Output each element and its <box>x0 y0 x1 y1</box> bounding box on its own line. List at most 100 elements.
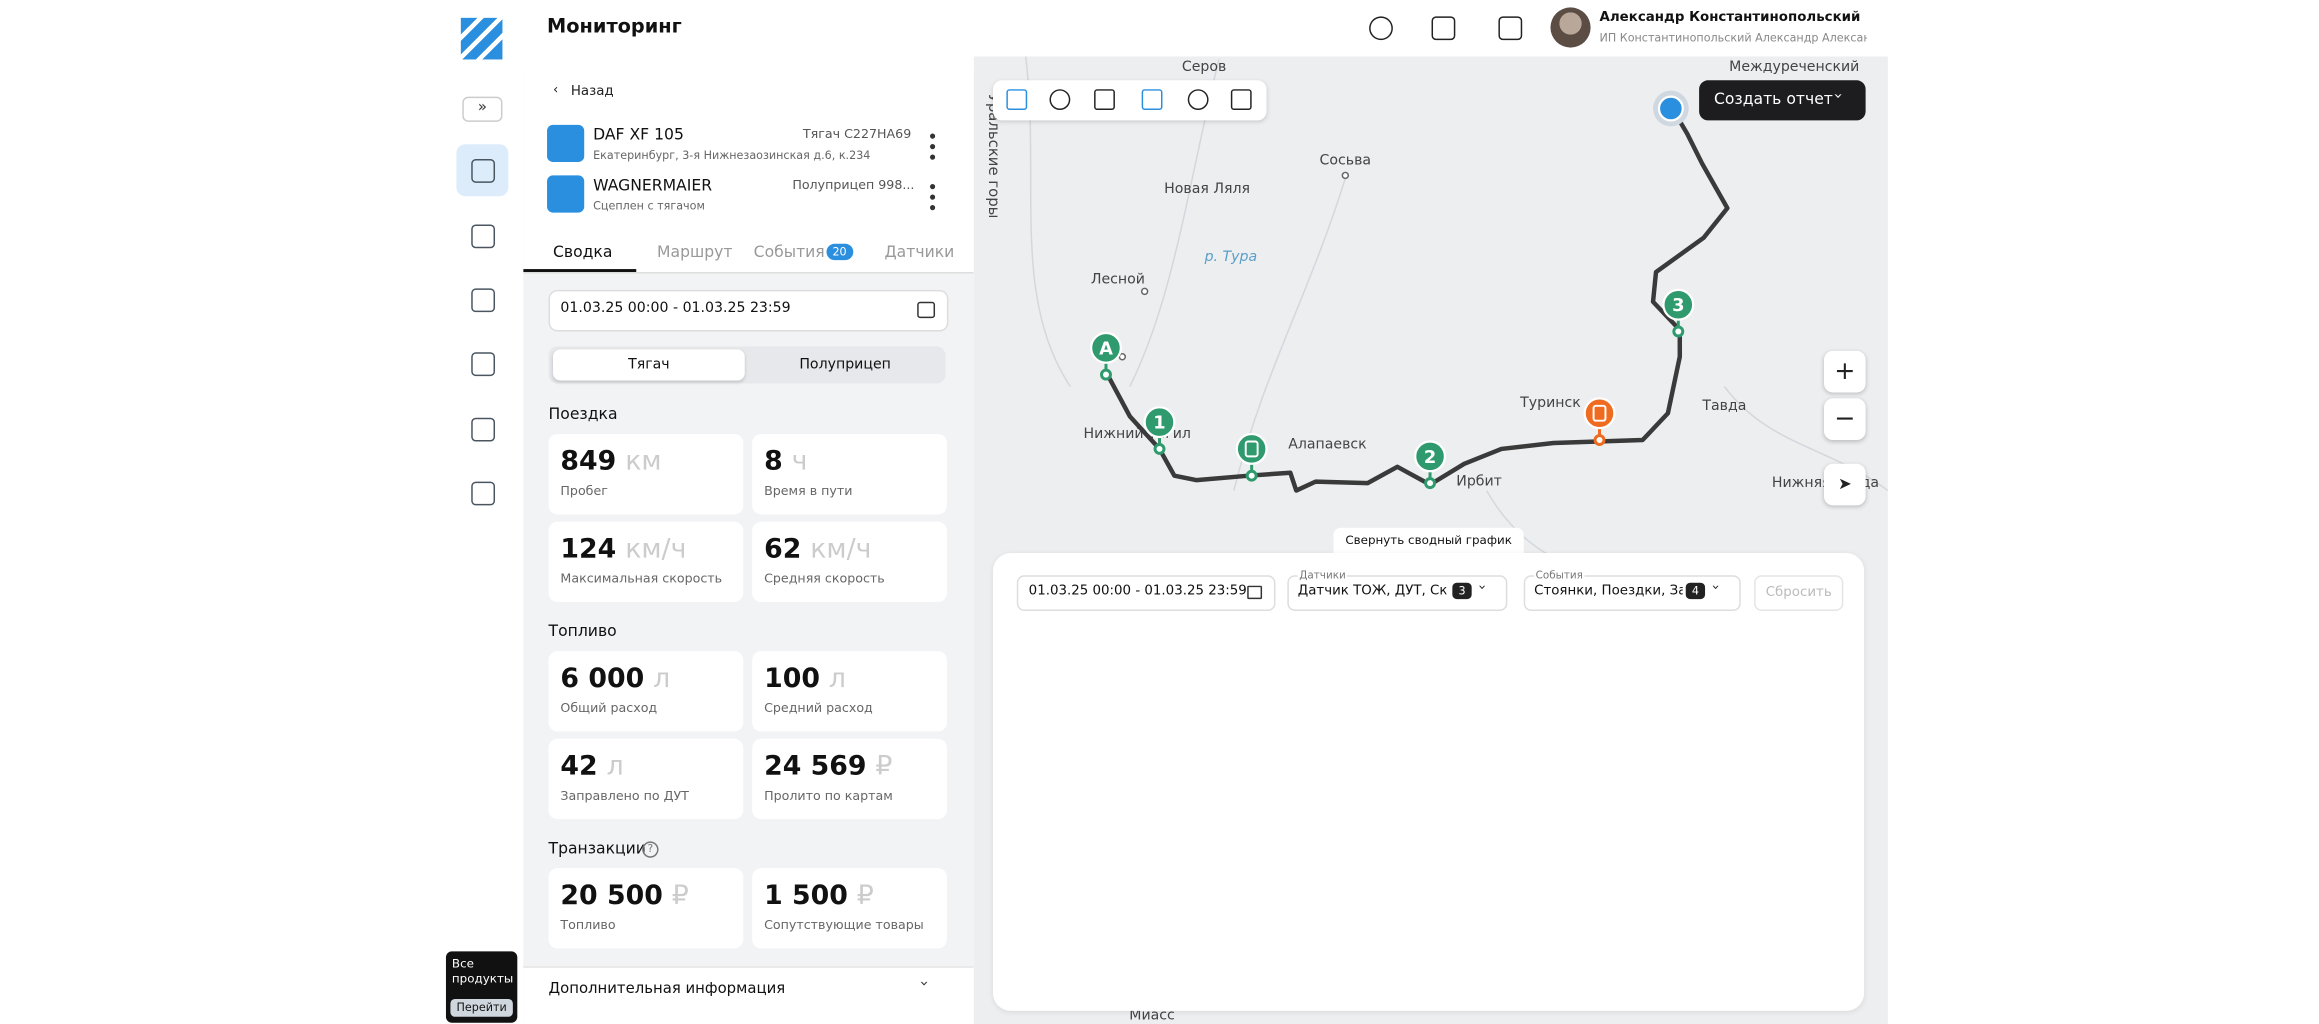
nav-icon[interactable] <box>471 288 496 313</box>
pin-anchor <box>1245 469 1258 482</box>
chart-date-input[interactable] <box>1016 575 1276 611</box>
pin-label: 3 <box>1672 295 1684 316</box>
stat-card <box>752 521 947 603</box>
stat-number: 124 <box>560 533 617 565</box>
more-info-bar <box>523 966 974 1024</box>
tab[interactable]: Маршрут <box>657 243 733 262</box>
stat-label: Средний расход <box>764 701 873 717</box>
vehicle-name: DAF XF 105 <box>593 126 684 145</box>
vehicle-menu[interactable]: ••• <box>921 181 943 213</box>
stat-number: 62 <box>764 533 802 565</box>
create-report-label: Создать отчет <box>1713 90 1833 109</box>
stat-card <box>548 738 744 820</box>
header-icon[interactable] <box>1498 16 1523 41</box>
pin[interactable] <box>1414 440 1447 473</box>
all-products[interactable]: Все продукты Перейти <box>445 951 518 1023</box>
vehicle-type: Тягач С227НА69 <box>802 127 912 143</box>
tab-divider <box>523 272 974 274</box>
nav-active[interactable] <box>456 144 509 197</box>
nav-icon[interactable] <box>471 352 496 377</box>
tab[interactable]: Сводка <box>552 243 613 262</box>
map-control[interactable]: − <box>1823 398 1866 441</box>
toggle-label[interactable]: Тягач <box>628 356 670 374</box>
reset-button[interactable]: Сбросить <box>1754 575 1844 611</box>
stat-card <box>548 434 744 515</box>
map-tool[interactable] <box>1187 89 1209 111</box>
go-button[interactable]: Перейти <box>450 998 513 1017</box>
vehicle-address: Екатеринбург, 3-я Нижнезаозинская д.6, к… <box>593 148 871 163</box>
select-label: События <box>1534 569 1585 582</box>
pin[interactable] <box>1143 406 1176 439</box>
map-river <box>1024 56 1888 625</box>
stat-unit: км/ч <box>625 533 687 565</box>
header-icon[interactable] <box>1431 16 1456 41</box>
nav-icon[interactable] <box>471 481 496 506</box>
logo <box>460 17 503 60</box>
map-tool[interactable] <box>1094 89 1115 111</box>
create-report-chevron: ‹ <box>1830 92 1848 99</box>
stat-card <box>548 521 744 603</box>
date-text: 01.03.25 00:00 - 01.03.25 23:59 <box>560 300 791 317</box>
stat-card <box>752 738 947 820</box>
back-link[interactable]: ‹ <box>552 83 559 99</box>
map-label: Серов <box>1182 59 1226 75</box>
stat-number: 42 <box>560 750 598 782</box>
stat-number: 20 500 <box>560 880 663 912</box>
pin[interactable] <box>1583 397 1616 430</box>
more-info-chevron[interactable]: ‹ <box>916 980 933 987</box>
stat-unit: ч <box>791 445 808 478</box>
nav-icon[interactable] <box>471 417 496 442</box>
stat-value: 1 500 ₽ <box>764 880 874 911</box>
calendar-icon <box>917 301 936 319</box>
user-name: Александр Константинопольский <box>1599 10 1861 26</box>
stat-unit: ₽ <box>856 880 874 912</box>
expand-button[interactable]: » <box>462 96 503 122</box>
section-title: Транзакции <box>548 839 646 858</box>
map-tool[interactable] <box>1230 89 1252 111</box>
header-icon[interactable] <box>1369 16 1393 41</box>
stat-label: Время в пути <box>764 484 853 500</box>
pin[interactable] <box>1235 432 1268 465</box>
map-toolbar <box>993 80 1267 121</box>
map-control[interactable]: ➤ <box>1823 463 1866 506</box>
stat-card <box>752 651 947 732</box>
map-tool[interactable] <box>1141 89 1163 111</box>
stat-card <box>752 434 947 515</box>
pin-icon <box>1592 404 1607 422</box>
toggle-label[interactable]: Полуприцеп <box>799 356 891 374</box>
more-info[interactable]: Дополнительная информация <box>548 981 786 998</box>
create-report[interactable]: Создать отчет ‹ <box>1699 80 1866 121</box>
map-label: Уральские горы <box>985 94 1003 219</box>
date-input[interactable] <box>548 289 949 332</box>
stat-value: 42 л <box>560 751 623 782</box>
settlement-dot <box>1118 353 1127 361</box>
stat-unit: л <box>653 662 671 695</box>
header <box>445 0 1888 57</box>
back-label[interactable]: Назад <box>570 84 614 100</box>
stat-number: 6 000 <box>560 662 645 695</box>
settlement-dot <box>1140 287 1149 296</box>
select-box[interactable] <box>1287 575 1508 611</box>
toggle-active <box>552 349 745 381</box>
collapse-chart[interactable]: Свернуть сводный график <box>1333 527 1524 553</box>
select-chevron: ‹ <box>1475 584 1491 590</box>
vehicle-menu[interactable]: ••• <box>921 130 943 163</box>
nav-icon[interactable] <box>471 159 496 183</box>
select-chevron: ‹ <box>1709 584 1725 590</box>
tab[interactable]: Датчики <box>884 243 955 262</box>
pin[interactable] <box>1662 288 1695 321</box>
pin[interactable] <box>1090 331 1122 364</box>
left-panel: ‹ Назад DAF XF 105 Тягач С227НА69 Екатеринбу… <box>523 56 974 1024</box>
select-box[interactable] <box>1523 575 1741 611</box>
map-tool[interactable] <box>1049 89 1071 111</box>
stat-card <box>752 868 947 949</box>
tab[interactable]: События <box>753 243 825 262</box>
stat-value: 62 км/ч <box>764 534 871 565</box>
map-tool[interactable] <box>1006 89 1028 111</box>
nav-icon[interactable] <box>471 224 496 249</box>
select-value: Стоянки, Поездки, За... <box>1534 584 1683 600</box>
page-title: Мониторинг <box>547 16 682 39</box>
pin-anchor <box>1593 434 1606 446</box>
map-control[interactable]: + <box>1823 350 1866 393</box>
